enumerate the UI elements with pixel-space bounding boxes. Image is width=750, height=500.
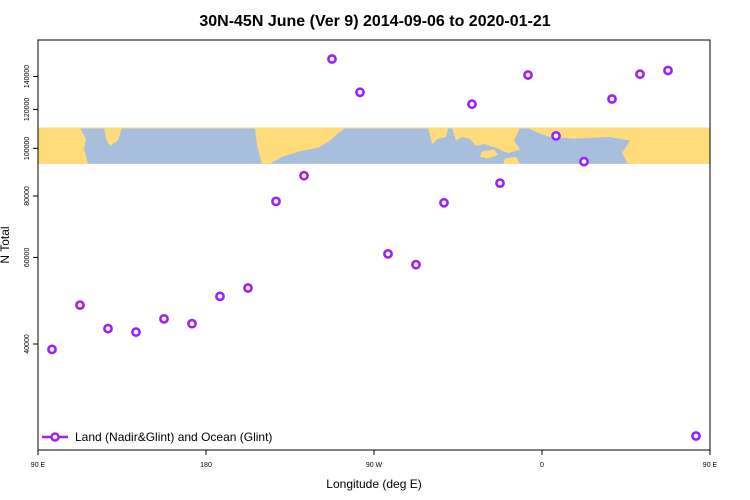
data-point [327,54,337,64]
data-point [47,344,57,355]
chart-title: 30N-45N June (Ver 9) 2014-09-06 to 2020-… [199,13,550,30]
data-point [103,323,113,334]
data-point [607,94,617,104]
data-point [523,70,533,80]
y-tick-label: 100000 [24,137,31,160]
map-land-7 [528,128,710,164]
legend: Land (Nadir&Glint) and Ocean (Glint) [42,430,272,444]
data-point [243,283,253,293]
data-point [383,248,393,259]
data-point [467,99,477,110]
x-tick-label: 90 E [703,462,718,469]
data-point [691,431,701,441]
map-land-6 [503,156,520,164]
data-point [495,178,505,188]
world-map-band [38,127,710,164]
map-land-2 [255,128,345,164]
x-axis: 90 E 180 90 W 0 90 E [31,450,718,469]
x-tick-label: 0 [540,462,544,469]
x-tick-label: 90 W [366,462,383,469]
x-tick-label: 180 [200,462,212,469]
data-point [635,69,645,80]
x-axis-label: Longitude (deg E) [326,477,421,491]
data-point [355,87,365,98]
map-land-8 [636,129,658,150]
data-point [299,170,309,181]
y-tick-label: 60000 [24,248,31,268]
data-point [579,156,589,167]
y-tick-label: 140000 [24,65,31,88]
legend-marker [50,432,60,442]
data-point [663,65,673,76]
y-tick-label: 80000 [24,186,31,206]
y-tick-label: 40000 [24,334,31,354]
y-axis: 40000 60000 80000 100000 120000 140000 [24,65,38,354]
data-point [215,291,225,302]
data-point [271,196,281,207]
data-point [439,197,449,208]
data-point [131,327,141,337]
y-axis-label: N Total [0,226,12,263]
data-point [159,313,169,324]
data-point [187,318,197,329]
y-tick-label: 120000 [24,98,31,121]
map-land-1 [104,128,122,146]
map-land-4 [452,128,520,154]
map-land-9 [646,149,658,159]
legend-label: Land (Nadir&Glint) and Ocean (Glint) [75,430,272,444]
data-point [75,300,85,310]
map-land-0 [38,128,88,164]
x-tick-label: 90 E [31,462,46,469]
data-point [551,130,561,141]
map-land-3 [428,128,448,145]
data-point [411,259,421,270]
data-points [47,54,701,441]
map-land-5 [480,149,498,159]
